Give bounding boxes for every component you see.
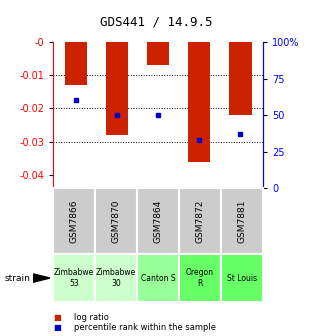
Text: GSM7872: GSM7872 <box>196 199 204 243</box>
Bar <box>106 42 128 135</box>
Bar <box>188 42 211 162</box>
Bar <box>64 42 87 85</box>
Text: GSM7866: GSM7866 <box>70 199 79 243</box>
Polygon shape <box>33 274 50 282</box>
Text: St Louis: St Louis <box>227 274 257 283</box>
Bar <box>229 42 252 115</box>
Text: ■: ■ <box>53 313 61 322</box>
Bar <box>147 42 169 65</box>
Text: Oregon
R: Oregon R <box>186 268 214 288</box>
Text: Canton S: Canton S <box>141 274 175 283</box>
Text: Zimbabwe
53: Zimbabwe 53 <box>54 268 94 288</box>
Text: Zimbabwe
30: Zimbabwe 30 <box>96 268 136 288</box>
Text: ■: ■ <box>53 323 61 332</box>
Text: GSM7881: GSM7881 <box>238 199 246 243</box>
Text: GSM7870: GSM7870 <box>112 199 121 243</box>
Text: strain: strain <box>5 274 31 283</box>
Text: log ratio: log ratio <box>74 313 108 322</box>
Text: GDS441 / 14.9.5: GDS441 / 14.9.5 <box>100 15 213 28</box>
Text: GSM7864: GSM7864 <box>154 199 162 243</box>
Text: percentile rank within the sample: percentile rank within the sample <box>74 323 216 332</box>
